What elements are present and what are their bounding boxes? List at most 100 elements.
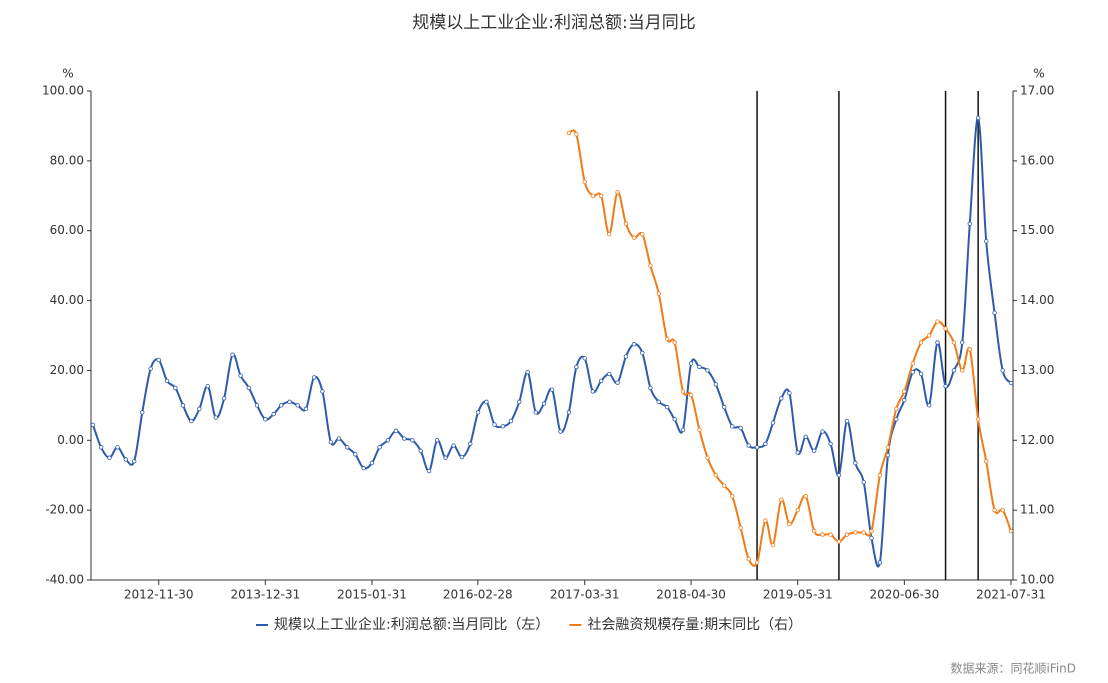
point <box>590 193 595 198</box>
point <box>672 417 677 422</box>
point <box>140 410 145 415</box>
point <box>680 427 686 433</box>
point <box>697 427 702 433</box>
point <box>811 528 817 534</box>
point <box>992 310 997 315</box>
point <box>246 385 252 391</box>
point <box>517 399 522 405</box>
point <box>795 507 800 513</box>
point <box>197 406 202 412</box>
point <box>951 368 957 373</box>
point <box>836 473 842 478</box>
point <box>598 378 604 384</box>
point <box>672 340 677 345</box>
point <box>311 375 317 380</box>
point <box>615 380 620 385</box>
x-tick-label: 2015-01-31 <box>337 588 407 602</box>
point <box>328 439 333 445</box>
point <box>664 336 670 342</box>
point <box>1000 368 1005 373</box>
point <box>500 424 506 429</box>
x-tick-label: 2016-02-28 <box>443 588 513 602</box>
point <box>910 361 915 366</box>
point <box>656 399 661 405</box>
point <box>738 425 743 431</box>
x-tick-label: 2021-07-31 <box>976 588 1046 602</box>
y-tick-label: 20.00 <box>50 363 84 377</box>
point <box>680 389 686 394</box>
point <box>574 132 579 137</box>
legend-label: 社会融资规模存量:期末同比（右） <box>587 617 802 633</box>
point <box>713 473 719 478</box>
point <box>418 448 423 453</box>
y-tick-label: 80.00 <box>50 153 84 167</box>
y-tick-label: 60.00 <box>50 223 84 237</box>
point <box>164 378 170 384</box>
point <box>869 535 874 541</box>
point <box>369 460 375 466</box>
y-tick-label: 0.00 <box>57 433 84 447</box>
y2-tick-label: 16.00 <box>1020 153 1054 167</box>
point <box>598 193 604 198</box>
point <box>869 528 874 534</box>
chart-title: 规模以上工业企业:利润总额:当月同比 <box>412 13 695 33</box>
point <box>484 399 489 405</box>
point <box>623 221 629 226</box>
point <box>640 232 645 237</box>
y-tick-label: -40.00 <box>45 573 84 587</box>
point <box>361 466 366 471</box>
point <box>648 385 653 391</box>
point <box>648 263 653 268</box>
point <box>967 221 972 226</box>
point <box>664 404 670 410</box>
point <box>763 518 768 523</box>
point <box>353 452 358 457</box>
y-tick-label: -20.00 <box>45 503 84 517</box>
point <box>722 483 727 488</box>
point <box>132 459 137 464</box>
point <box>123 457 129 462</box>
point <box>877 473 883 478</box>
y-tick-label: 40.00 <box>50 293 84 307</box>
point <box>853 530 858 535</box>
point <box>811 448 817 453</box>
point <box>189 418 194 424</box>
point <box>566 130 572 136</box>
y2-tick-label: 11.00 <box>1020 503 1054 517</box>
point <box>688 392 694 398</box>
point <box>336 436 342 441</box>
point <box>590 389 595 394</box>
point <box>238 373 243 378</box>
y-axis-unit: % <box>62 67 73 81</box>
point <box>205 383 210 389</box>
point <box>156 357 161 363</box>
x-tick-label: 2013-12-31 <box>230 588 300 602</box>
point <box>607 371 612 377</box>
point <box>763 441 768 446</box>
point <box>443 455 448 460</box>
point <box>320 389 325 394</box>
point <box>836 539 842 544</box>
point <box>844 418 850 424</box>
point <box>459 454 465 460</box>
point <box>468 441 473 446</box>
point <box>984 459 989 464</box>
point <box>738 525 743 530</box>
x-tick-label: 2017-03-31 <box>550 588 620 602</box>
point <box>926 333 932 338</box>
point <box>566 410 572 415</box>
point <box>770 420 776 426</box>
point <box>943 326 948 331</box>
point <box>787 390 792 396</box>
point <box>795 450 800 455</box>
point <box>1008 528 1014 534</box>
point <box>861 530 866 535</box>
legend-label: 规模以上工业企业:利润总额:当月同比（左） <box>274 616 549 633</box>
y2-tick-label: 12.00 <box>1020 433 1054 447</box>
point <box>902 389 907 394</box>
point <box>1008 380 1014 386</box>
point <box>820 532 825 537</box>
point <box>902 397 907 403</box>
y2-tick-label: 14.00 <box>1020 293 1054 307</box>
point <box>90 422 96 428</box>
